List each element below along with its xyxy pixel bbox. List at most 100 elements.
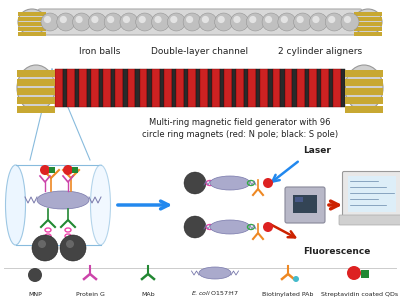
Bar [111, 69, 116, 107]
Text: MAb: MAb [141, 292, 155, 297]
Bar [140, 69, 148, 107]
Bar [297, 69, 304, 107]
Bar [18, 17, 46, 21]
Ellipse shape [354, 9, 382, 35]
Bar [295, 197, 303, 202]
Bar [17, 70, 55, 76]
Bar [345, 106, 383, 113]
Circle shape [139, 16, 146, 23]
Ellipse shape [6, 165, 26, 245]
Bar [220, 69, 224, 107]
Circle shape [88, 13, 106, 31]
Circle shape [294, 13, 312, 31]
Bar [317, 69, 321, 107]
Bar [321, 69, 329, 107]
Bar [18, 22, 46, 26]
Bar [248, 69, 256, 107]
Ellipse shape [210, 220, 250, 234]
Bar [260, 69, 268, 107]
Text: Biotinylated PAb: Biotinylated PAb [262, 292, 314, 297]
Circle shape [66, 240, 74, 248]
Bar [128, 69, 135, 107]
Bar [87, 69, 91, 107]
Bar [176, 69, 184, 107]
Bar [354, 22, 382, 26]
Circle shape [296, 16, 304, 23]
Circle shape [28, 268, 42, 282]
Bar [17, 97, 55, 104]
Text: 2 cylinder aligners: 2 cylinder aligners [278, 47, 362, 56]
Bar [200, 69, 208, 107]
Bar [103, 69, 111, 107]
Text: Iron balls: Iron balls [79, 47, 121, 56]
Text: Streptavidin coated QDs: Streptavidin coated QDs [322, 292, 398, 297]
Bar [188, 69, 196, 107]
Circle shape [325, 13, 343, 31]
Circle shape [107, 16, 114, 23]
Circle shape [199, 13, 217, 31]
Bar [309, 69, 317, 107]
Bar [72, 167, 78, 173]
Ellipse shape [17, 65, 55, 111]
Bar [99, 69, 103, 107]
Circle shape [60, 16, 67, 23]
Circle shape [167, 13, 185, 31]
Bar [345, 79, 383, 85]
Circle shape [91, 16, 98, 23]
Circle shape [347, 266, 361, 280]
Bar [49, 167, 55, 173]
Bar [116, 69, 123, 107]
Text: Fluorescence: Fluorescence [303, 247, 370, 256]
Bar [212, 69, 220, 107]
Circle shape [170, 16, 178, 23]
Circle shape [152, 13, 170, 31]
Bar [329, 69, 333, 107]
Bar [17, 79, 55, 85]
Bar [184, 69, 188, 107]
Bar [354, 17, 382, 21]
Bar [293, 195, 317, 213]
Ellipse shape [210, 176, 250, 190]
FancyBboxPatch shape [342, 172, 400, 217]
Bar [148, 69, 152, 107]
Bar [361, 270, 369, 278]
Bar [236, 69, 244, 107]
Bar [256, 69, 260, 107]
Bar [292, 69, 297, 107]
Bar [341, 69, 345, 107]
Circle shape [328, 16, 335, 23]
FancyBboxPatch shape [38, 9, 362, 35]
Circle shape [154, 16, 162, 23]
Circle shape [281, 16, 288, 23]
Circle shape [57, 13, 75, 31]
Circle shape [230, 13, 248, 31]
Circle shape [184, 216, 206, 238]
Circle shape [312, 16, 320, 23]
Circle shape [72, 13, 90, 31]
Bar [232, 69, 236, 107]
Bar [79, 69, 87, 107]
Bar [345, 88, 383, 95]
Circle shape [310, 13, 328, 31]
Circle shape [183, 13, 201, 31]
Ellipse shape [18, 9, 46, 35]
Bar [63, 69, 67, 107]
Bar [55, 69, 63, 107]
Circle shape [215, 13, 233, 31]
Bar [304, 69, 309, 107]
Circle shape [233, 16, 240, 23]
Circle shape [60, 235, 86, 261]
Text: Protein G: Protein G [76, 292, 104, 297]
Bar [18, 12, 46, 16]
Bar [135, 69, 140, 107]
Bar [244, 69, 248, 107]
Bar [164, 69, 172, 107]
Bar [354, 12, 382, 16]
Bar [91, 69, 99, 107]
Bar [123, 69, 128, 107]
Circle shape [76, 16, 83, 23]
Circle shape [123, 16, 130, 23]
Circle shape [263, 178, 273, 188]
Circle shape [136, 13, 154, 31]
Bar [196, 69, 200, 107]
